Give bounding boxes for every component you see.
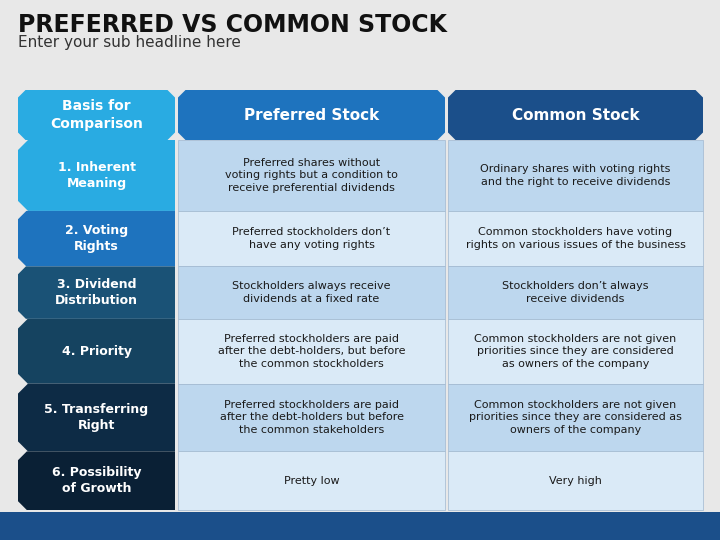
Text: Enter your sub headline here: Enter your sub headline here	[18, 35, 241, 50]
Polygon shape	[18, 211, 175, 266]
Text: Preferred stockholders are paid
after the debt-holders but before
the common sta: Preferred stockholders are paid after th…	[220, 400, 403, 435]
FancyBboxPatch shape	[178, 140, 445, 211]
Polygon shape	[18, 383, 175, 451]
FancyBboxPatch shape	[178, 319, 445, 383]
Polygon shape	[18, 266, 175, 319]
FancyBboxPatch shape	[178, 451, 445, 510]
Text: Very high: Very high	[549, 476, 602, 485]
FancyBboxPatch shape	[448, 140, 703, 211]
Polygon shape	[18, 451, 175, 510]
FancyBboxPatch shape	[178, 266, 445, 319]
FancyBboxPatch shape	[448, 383, 703, 451]
Text: Preferred stockholders don’t
have any voting rights: Preferred stockholders don’t have any vo…	[233, 227, 390, 250]
FancyBboxPatch shape	[448, 266, 703, 319]
Text: 5. Transferring
Right: 5. Transferring Right	[45, 403, 148, 432]
FancyBboxPatch shape	[448, 211, 703, 266]
Text: Common Stock: Common Stock	[512, 107, 639, 123]
Text: 6. Possibility
of Growth: 6. Possibility of Growth	[52, 466, 141, 495]
Text: Preferred stockholders are paid
after the debt-holders, but before
the common st: Preferred stockholders are paid after th…	[217, 334, 405, 369]
Text: Pretty low: Pretty low	[284, 476, 339, 485]
FancyBboxPatch shape	[448, 319, 703, 383]
Text: 3. Dividend
Distribution: 3. Dividend Distribution	[55, 278, 138, 307]
Polygon shape	[18, 140, 175, 211]
Text: Ordinary shares with voting rights
and the right to receive dividends: Ordinary shares with voting rights and t…	[480, 164, 671, 187]
Text: Stockholders always receive
dividends at a fixed rate: Stockholders always receive dividends at…	[233, 281, 391, 304]
Polygon shape	[18, 90, 175, 140]
Text: Basis for
Comparison: Basis for Comparison	[50, 99, 143, 131]
Text: 4. Priority: 4. Priority	[61, 345, 132, 357]
Text: Preferred shares without
voting rights but a condition to
receive preferential d: Preferred shares without voting rights b…	[225, 158, 398, 193]
Polygon shape	[18, 319, 175, 383]
Polygon shape	[448, 90, 703, 140]
Text: PREFERRED VS COMMON STOCK: PREFERRED VS COMMON STOCK	[18, 13, 447, 37]
Text: Stockholders don’t always
receive dividends: Stockholders don’t always receive divide…	[503, 281, 649, 304]
FancyBboxPatch shape	[0, 512, 720, 540]
Text: 2. Voting
Rights: 2. Voting Rights	[65, 224, 128, 253]
Polygon shape	[178, 90, 445, 140]
FancyBboxPatch shape	[448, 451, 703, 510]
Text: Common stockholders are not given
priorities since they are considered
as owners: Common stockholders are not given priori…	[474, 334, 677, 369]
Text: Common stockholders are not given
priorities since they are considered as
owners: Common stockholders are not given priori…	[469, 400, 682, 435]
Text: Common stockholders have voting
rights on various issues of the business: Common stockholders have voting rights o…	[466, 227, 685, 250]
FancyBboxPatch shape	[178, 211, 445, 266]
Text: Preferred Stock: Preferred Stock	[244, 107, 379, 123]
FancyBboxPatch shape	[178, 383, 445, 451]
Text: 1. Inherent
Meaning: 1. Inherent Meaning	[58, 161, 135, 190]
